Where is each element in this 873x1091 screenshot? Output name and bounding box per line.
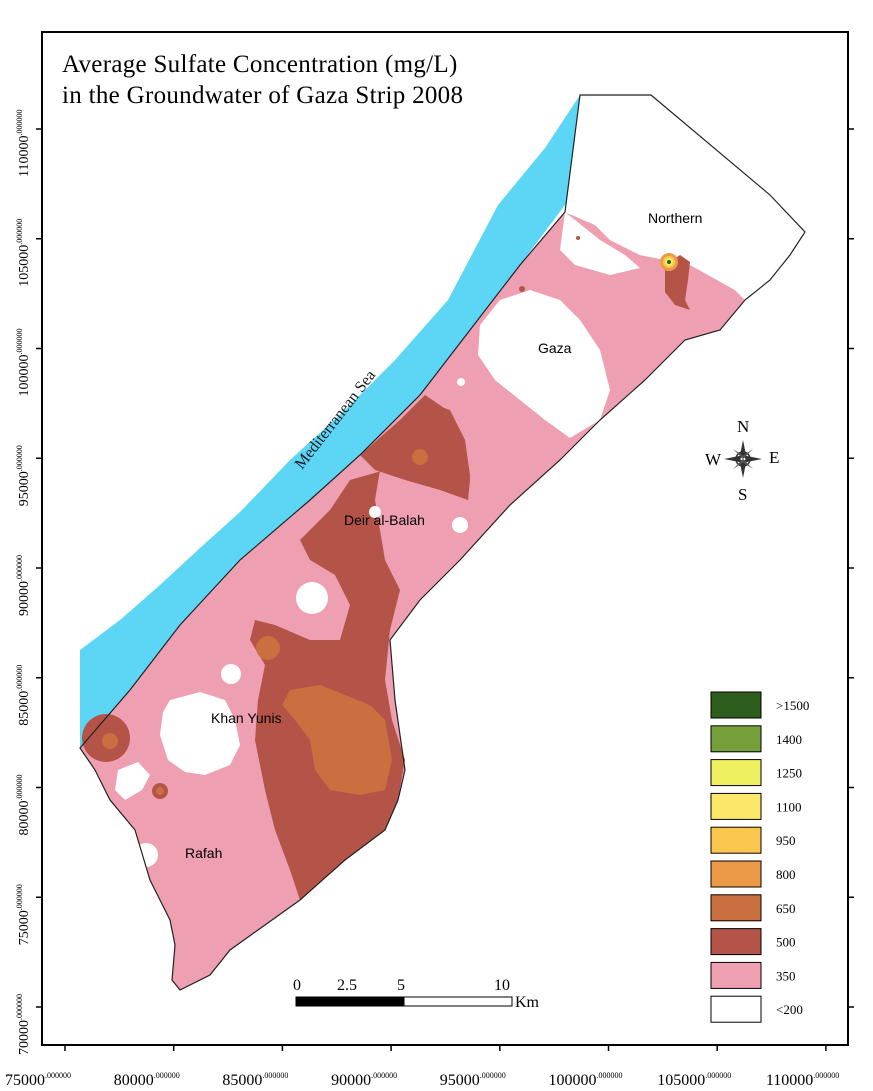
zone-under-200-rafah-west <box>115 762 150 800</box>
mediterranean-sea <box>80 95 651 748</box>
legend-label: >1500 <box>776 698 809 713</box>
x-tick-label: 105000.000000 <box>657 1071 731 1089</box>
spot-north-small-b <box>576 236 580 240</box>
scale-label-5: 5 <box>397 977 405 994</box>
legend-swatch <box>710 894 762 922</box>
zone-500-main <box>250 400 470 900</box>
y-axis: 110000.000000 105000.000000 100000.000000 9… <box>15 110 854 1055</box>
x-tick-label: 85000.000000 <box>222 1071 288 1089</box>
y-tick-label: 105000.000000 <box>15 219 32 287</box>
y-tick-label: 75000.000000 <box>15 884 32 945</box>
compass-label-w: W <box>705 450 722 469</box>
legend-label: 1400 <box>776 732 802 747</box>
x-tick-label: 95000.000000 <box>440 1071 506 1089</box>
y-tick-label: 100000.000000 <box>15 329 32 397</box>
zone-under-200-spot-a <box>296 582 328 614</box>
y-tick-label: 80000.000000 <box>15 775 32 836</box>
scale-label-2-5: 2.5 <box>337 977 357 994</box>
hotspot-1500 <box>667 260 671 264</box>
legend-label: 950 <box>776 833 796 848</box>
legend-label: <200 <box>776 1002 803 1017</box>
zone-under-200-spot-d <box>369 506 381 518</box>
legend-label: 1250 <box>776 766 802 781</box>
scale-bar-segment-black <box>295 996 405 1007</box>
legend-swatch <box>710 995 762 1023</box>
y-tick-label: 90000.000000 <box>15 555 32 616</box>
zone-650-spot-b <box>412 449 428 465</box>
compass-label-n: N <box>737 417 749 436</box>
legend-swatch <box>710 759 762 787</box>
scale-label-unit: Km <box>515 994 540 1011</box>
x-tick-label: 100000.000000 <box>549 1071 623 1089</box>
compass-label-s: S <box>738 485 747 504</box>
spot-north-small-a <box>519 286 525 292</box>
x-tick-label: 90000.000000 <box>331 1071 397 1089</box>
legend-swatch <box>710 826 762 854</box>
zone-under-200-khan-yunis <box>160 692 240 775</box>
zone-650-spot-a <box>256 636 280 660</box>
compass-rose-icon <box>724 440 762 478</box>
y-tick-label: 95000.000000 <box>15 445 32 506</box>
strip-outline <box>79 94 806 991</box>
zone-under-200-spot-f <box>457 378 465 386</box>
zone-500-deir <box>360 395 470 500</box>
district-label-northern: Northern <box>648 210 702 226</box>
y-tick-label: 70000.000000 <box>15 994 32 1055</box>
legend-label: 1100 <box>776 799 802 814</box>
y-tick-label: 85000.000000 <box>15 665 32 726</box>
scale-label-0: 0 <box>293 977 301 994</box>
map-title-line-2: in the Groundwater of Gaza Strip 2008 <box>62 82 463 109</box>
map-title-line-1: Average Sulfate Concentration (mg/L) <box>62 51 458 78</box>
zone-under-200-spot-c <box>134 843 158 867</box>
zone-under-200-north <box>565 95 805 300</box>
legend-label: 800 <box>776 867 796 882</box>
x-tick-label: 80000.000000 <box>114 1071 180 1089</box>
x-tick-label: 110000.000000 <box>766 1071 839 1089</box>
legend-label: 350 <box>776 968 796 983</box>
y-tick-label: 110000.000000 <box>15 110 32 177</box>
legend-label: 500 <box>776 935 796 950</box>
district-label-rafah: Rafah <box>185 845 222 861</box>
scale-label-10: 10 <box>494 977 510 994</box>
district-label-deir-al-balah: Deir al-Balah <box>344 512 425 528</box>
district-label-khan-yunis: Khan Yunis <box>211 710 282 726</box>
legend: >1500 1400 1250 1100 950 800 650 500 350 <200 <box>710 691 809 1023</box>
legend-swatch <box>710 928 762 956</box>
legend-swatch <box>710 961 762 989</box>
zone-650-spot-d <box>156 787 164 795</box>
x-axis: 75000.000000 80000.000000 85000.000000 9000… <box>5 1045 839 1089</box>
zone-650-spot-c <box>102 733 118 749</box>
legend-label: 650 <box>776 901 796 916</box>
zone-under-200-gaza-coast <box>560 212 640 275</box>
zone-under-200-spot-e <box>452 517 468 533</box>
zone-under-200-spot-b <box>221 664 241 684</box>
scale-bar <box>295 996 513 1007</box>
compass-label-e: E <box>769 448 779 467</box>
district-label-gaza: Gaza <box>538 340 572 356</box>
legend-swatch <box>710 725 762 753</box>
scale-bar-segment-white <box>403 996 513 1007</box>
x-tick-label: 75000.000000 <box>5 1071 71 1089</box>
legend-swatch <box>710 860 762 888</box>
legend-swatch <box>710 792 762 820</box>
zone-650-khan-yunis <box>282 685 392 795</box>
zone-under-200-gaza <box>478 290 610 438</box>
legend-swatch <box>710 691 762 719</box>
